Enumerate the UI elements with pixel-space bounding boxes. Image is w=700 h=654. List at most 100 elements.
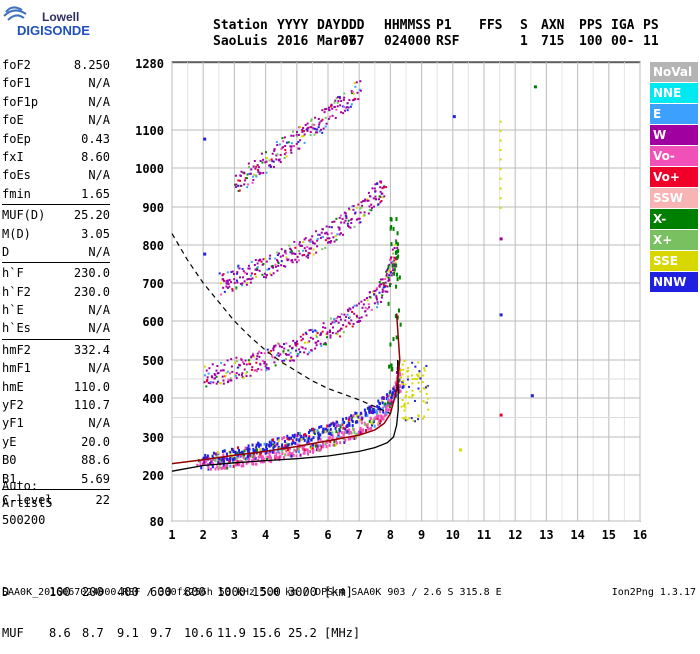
- muf-value: 11.9: [217, 626, 246, 640]
- echo-point: [499, 130, 502, 132]
- echo-point: [382, 286, 385, 289]
- echo-point: [347, 437, 350, 441]
- echo-point: [324, 116, 327, 119]
- y-tick-label: 1000: [135, 162, 164, 176]
- echo-point: [392, 272, 395, 275]
- echo-point: [324, 239, 327, 242]
- echo-point: [257, 455, 260, 459]
- echo-point: [234, 361, 237, 364]
- y-tick-label: 400: [142, 392, 164, 406]
- echo-point: [359, 431, 362, 435]
- echo-point: [310, 126, 313, 129]
- echo-point: [272, 446, 275, 450]
- echo-point: [275, 158, 278, 161]
- echo-point: [280, 264, 283, 267]
- echo-point: [389, 404, 392, 408]
- legend: NoVal NNE E W Vo- Vo+ SSW X- X+ SSE NNW: [650, 62, 698, 293]
- echo-point: [345, 217, 348, 220]
- echo-point: [224, 465, 227, 469]
- echo-point: [317, 340, 320, 343]
- echo-point: [352, 322, 355, 325]
- echo-point: [316, 131, 319, 134]
- x-tick-label: 1: [168, 528, 175, 542]
- parameter-name: foF1p: [2, 94, 39, 109]
- echo-point: [376, 302, 379, 305]
- echo-point: [324, 246, 327, 249]
- echo-point: [207, 372, 210, 375]
- echo-point: [226, 279, 229, 282]
- echo-point: [345, 416, 348, 420]
- echo-point: [281, 437, 284, 441]
- header-field: IGA: [611, 18, 635, 33]
- echo-point: [235, 286, 238, 289]
- echo-point: [371, 187, 374, 190]
- echo-point: [354, 411, 357, 415]
- echo-point: [331, 331, 334, 334]
- parameter-row: foF1p N/A: [2, 93, 110, 111]
- echo-point: [293, 433, 296, 437]
- echo-point: [210, 375, 213, 378]
- echo-point: [333, 439, 336, 443]
- isolated-echo-point: [530, 394, 534, 398]
- echo-point: [342, 433, 345, 437]
- echo-point: [204, 453, 207, 457]
- echo-point: [211, 363, 214, 366]
- echo-point: [325, 445, 328, 449]
- echo-point: [244, 177, 247, 180]
- y-tick-label: 500: [142, 354, 164, 368]
- echo-point: [380, 283, 383, 286]
- echo-point: [238, 451, 241, 455]
- echo-point: [368, 208, 371, 211]
- param-separator: [2, 338, 110, 340]
- parameter-name: C-level: [2, 492, 53, 507]
- echo-point: [324, 342, 327, 345]
- echo-point: [359, 211, 362, 214]
- echo-point: [333, 422, 336, 426]
- parameter-value: N/A: [88, 94, 110, 109]
- echo-point: [329, 322, 332, 325]
- echo-point: [322, 326, 325, 329]
- echo-point: [309, 238, 312, 241]
- muf-distance: 800: [184, 585, 206, 599]
- echo-point: [336, 105, 339, 108]
- parameter-row: h`F 230.0: [2, 264, 110, 282]
- echo-point: [348, 207, 351, 210]
- echo-point: [379, 300, 382, 303]
- echo-point: [268, 459, 271, 463]
- echo-point: [247, 277, 250, 280]
- echo-point: [256, 267, 259, 270]
- parameter-value: 20.0: [81, 434, 110, 449]
- echo-point: [207, 467, 210, 471]
- echo-point: [272, 438, 275, 442]
- echo-point: [266, 450, 269, 454]
- echo-point: [315, 230, 318, 233]
- parameter-name: yF1: [2, 416, 24, 431]
- echo-point: [249, 374, 252, 377]
- echo-point: [308, 239, 311, 242]
- echo-point: [410, 417, 413, 420]
- echo-point: [258, 269, 261, 272]
- echo-point: [360, 201, 363, 204]
- echo-point: [261, 455, 264, 459]
- echo-point: [390, 242, 393, 247]
- echo-point: [291, 261, 294, 264]
- echo-point: [382, 185, 385, 188]
- echo-point: [290, 142, 293, 145]
- echo-point: [382, 289, 385, 292]
- echo-point: [229, 377, 232, 380]
- echo-point: [394, 239, 397, 242]
- echo-point: [335, 97, 338, 100]
- echo-point: [353, 225, 356, 228]
- echo-point: [328, 225, 331, 228]
- echo-point: [326, 331, 329, 334]
- parameter-value: 25.20: [73, 208, 110, 223]
- header-field: Mar07: [317, 34, 357, 49]
- echo-point: [342, 98, 345, 101]
- echo-point: [235, 186, 238, 189]
- echo-point: [338, 227, 341, 230]
- echo-point: [359, 80, 362, 83]
- echo-point: [334, 117, 337, 120]
- auto-label: Auto:: [2, 479, 39, 493]
- echo-point: [349, 105, 352, 108]
- echo-point: [268, 257, 271, 260]
